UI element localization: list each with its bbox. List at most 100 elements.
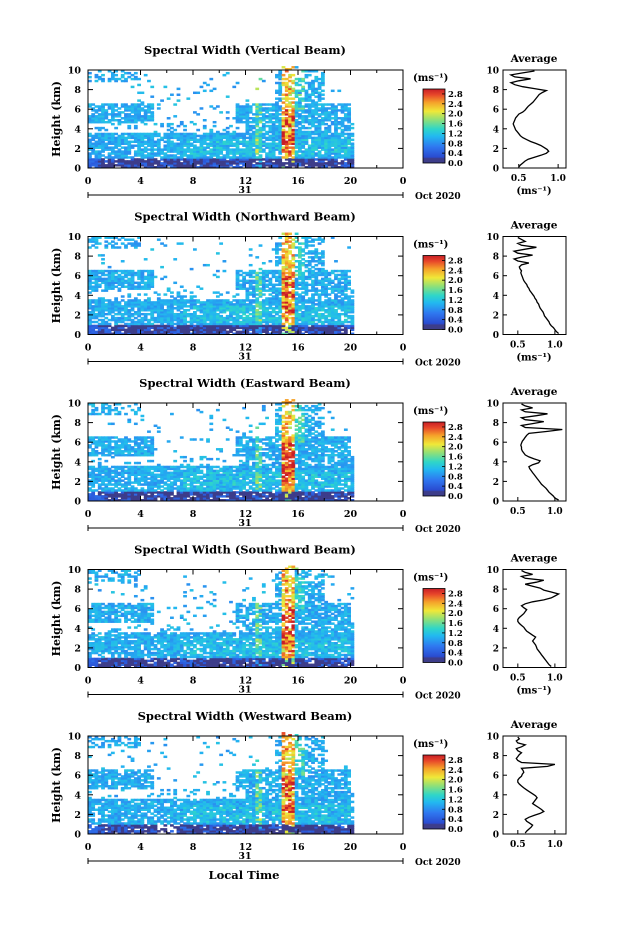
y-tick-label: 4 [74, 624, 81, 635]
average-y-tick-label: 10 [486, 67, 499, 77]
average-y-tick-label: 2 [493, 811, 499, 821]
colorbar-tick-label: 1.6 [448, 286, 463, 296]
average-profile-line [517, 569, 561, 667]
date-day-label: 31 [238, 352, 251, 363]
x-tick-label: 12 [239, 176, 252, 187]
y-tick-label: 8 [74, 85, 81, 96]
date-label: Oct 2020 [415, 359, 461, 369]
colorbar-tick-label: 0.8 [448, 306, 463, 316]
chart-panel-1: Spectral Width (Northward Beam) 0 2 4 6 8 10 He… [50, 210, 567, 369]
colorbar-tick-label: 2.0 [448, 609, 463, 619]
y-tick-label: 10 [68, 66, 82, 77]
x-tick-label: 4 [137, 343, 144, 354]
chart-panel-3: Spectral Width (Southward Beam) 0 2 4 6 8 10 He… [50, 543, 567, 702]
x-tick-label: 20 [344, 676, 358, 687]
colorbar-tick-label: 0.0 [448, 492, 463, 502]
colorbar [422, 588, 446, 663]
average-y-tick-label: 6 [493, 106, 499, 116]
y-tick-label: 10 [68, 732, 82, 743]
colorbar [422, 754, 446, 830]
date-day-label: 31 [238, 518, 251, 529]
average-y-tick-label: 0 [493, 498, 499, 508]
average-y-tick-label: 6 [493, 605, 499, 615]
colorbar-tick-label: 2.0 [448, 276, 463, 286]
x-tick-label: 4 [137, 509, 144, 520]
x-tick-label: 20 [344, 343, 358, 354]
y-tick-label: 6 [74, 771, 81, 782]
average-title: Average [510, 53, 558, 65]
heatmap-cells [88, 66, 355, 169]
average-y-tick-label: 0 [493, 664, 499, 674]
colorbar-tick-label: 2.4 [448, 266, 463, 276]
colorbar-tick-label: 2.0 [448, 776, 463, 786]
average-x-tick-label: 0.5 [510, 840, 526, 850]
average-y-tick-label: 8 [493, 86, 499, 96]
average-y-tick-label: 8 [493, 752, 499, 762]
colorbar-tick-label: 0.8 [448, 139, 463, 149]
colorbar-tick-label: 1.2 [448, 629, 463, 639]
x-tick-label: 12 [239, 343, 252, 354]
x-tick-label: 12 [239, 842, 252, 853]
average-y-tick-label: 2 [493, 644, 499, 654]
average-y-tick-label: 8 [493, 586, 499, 596]
colorbar-tick-label: 0.4 [448, 149, 463, 159]
average-x-label: (ms⁻¹) [516, 686, 551, 697]
colorbar [422, 255, 446, 330]
colorbar-tick-label: 1.2 [448, 795, 463, 805]
colorbar-tick-label: 1.2 [448, 129, 463, 139]
date-label: Oct 2020 [415, 692, 461, 702]
x-tick-label: 0 [85, 176, 92, 187]
average-y-tick-label: 4 [493, 125, 499, 135]
average-frame [502, 735, 567, 835]
x-tick-label: 0 [400, 842, 407, 853]
y-tick-label: 8 [74, 751, 81, 762]
x-tick-label: 4 [137, 842, 144, 853]
average-x-tick-label: 1.0 [547, 507, 563, 517]
y-tick-label: 6 [74, 438, 81, 449]
average-x-tick-label: 1.0 [547, 674, 563, 684]
average-title: Average [510, 719, 558, 731]
date-label: Oct 2020 [415, 192, 461, 202]
x-tick-label: 12 [239, 509, 252, 520]
y-axis-label: Height (km) [50, 747, 63, 823]
average-y-tick-label: 10 [486, 566, 499, 576]
x-tick-label: 20 [344, 509, 358, 520]
x-tick-label: 0 [400, 176, 407, 187]
date-day-label: 31 [238, 851, 251, 862]
average-profile-line [519, 403, 563, 501]
x-tick-label: 16 [291, 842, 305, 853]
x-tick-label: 16 [291, 509, 305, 520]
colorbar-unit: (ms⁻¹) [413, 406, 448, 417]
average-y-tick-label: 2 [493, 478, 499, 488]
colorbar-tick-label: 0.8 [448, 472, 463, 482]
colorbar-tick-label: 1.2 [448, 462, 463, 472]
colorbar-tick-label: 2.8 [448, 756, 463, 766]
chart-title: Spectral Width (Westward Beam) [138, 709, 353, 723]
colorbar-tick-label: 0.0 [448, 825, 463, 835]
y-tick-label: 10 [68, 232, 82, 243]
y-tick-label: 6 [74, 105, 81, 116]
x-tick-label: 20 [344, 176, 358, 187]
y-tick-label: 0 [74, 330, 81, 341]
chart-panel-4: Spectral Width (Westward Beam) 0 2 4 6 8 10 Hei… [50, 709, 567, 868]
x-axis-label: Local Time [209, 868, 280, 882]
y-axis-label: Height (km) [50, 581, 63, 657]
y-axis-label: Height (km) [50, 248, 63, 324]
average-title: Average [510, 553, 558, 565]
y-tick-label: 0 [74, 830, 81, 841]
average-y-tick-label: 4 [493, 791, 499, 801]
chart-panel-2: Spectral Width (Eastward Beam) 0 2 4 6 8 10 Hei… [50, 376, 567, 535]
average-y-tick-label: 10 [486, 233, 499, 243]
colorbar-tick-label: 0.0 [448, 159, 463, 169]
date-day-label: 31 [238, 185, 251, 196]
average-y-tick-label: 4 [493, 458, 499, 468]
chart-panel-0: Spectral Width (Vertical Beam) 0 2 4 6 8 10 Hei… [50, 43, 567, 202]
x-tick-label: 16 [291, 343, 305, 354]
colorbar-tick-label: 2.4 [448, 100, 463, 110]
average-frame [502, 569, 567, 668]
x-tick-label: 0 [85, 842, 92, 853]
colorbar-tick-label: 2.8 [448, 90, 463, 100]
average-x-tick-label: 0.5 [511, 174, 527, 184]
x-tick-label: 4 [137, 176, 144, 187]
average-x-label: (ms⁻¹) [516, 353, 551, 364]
